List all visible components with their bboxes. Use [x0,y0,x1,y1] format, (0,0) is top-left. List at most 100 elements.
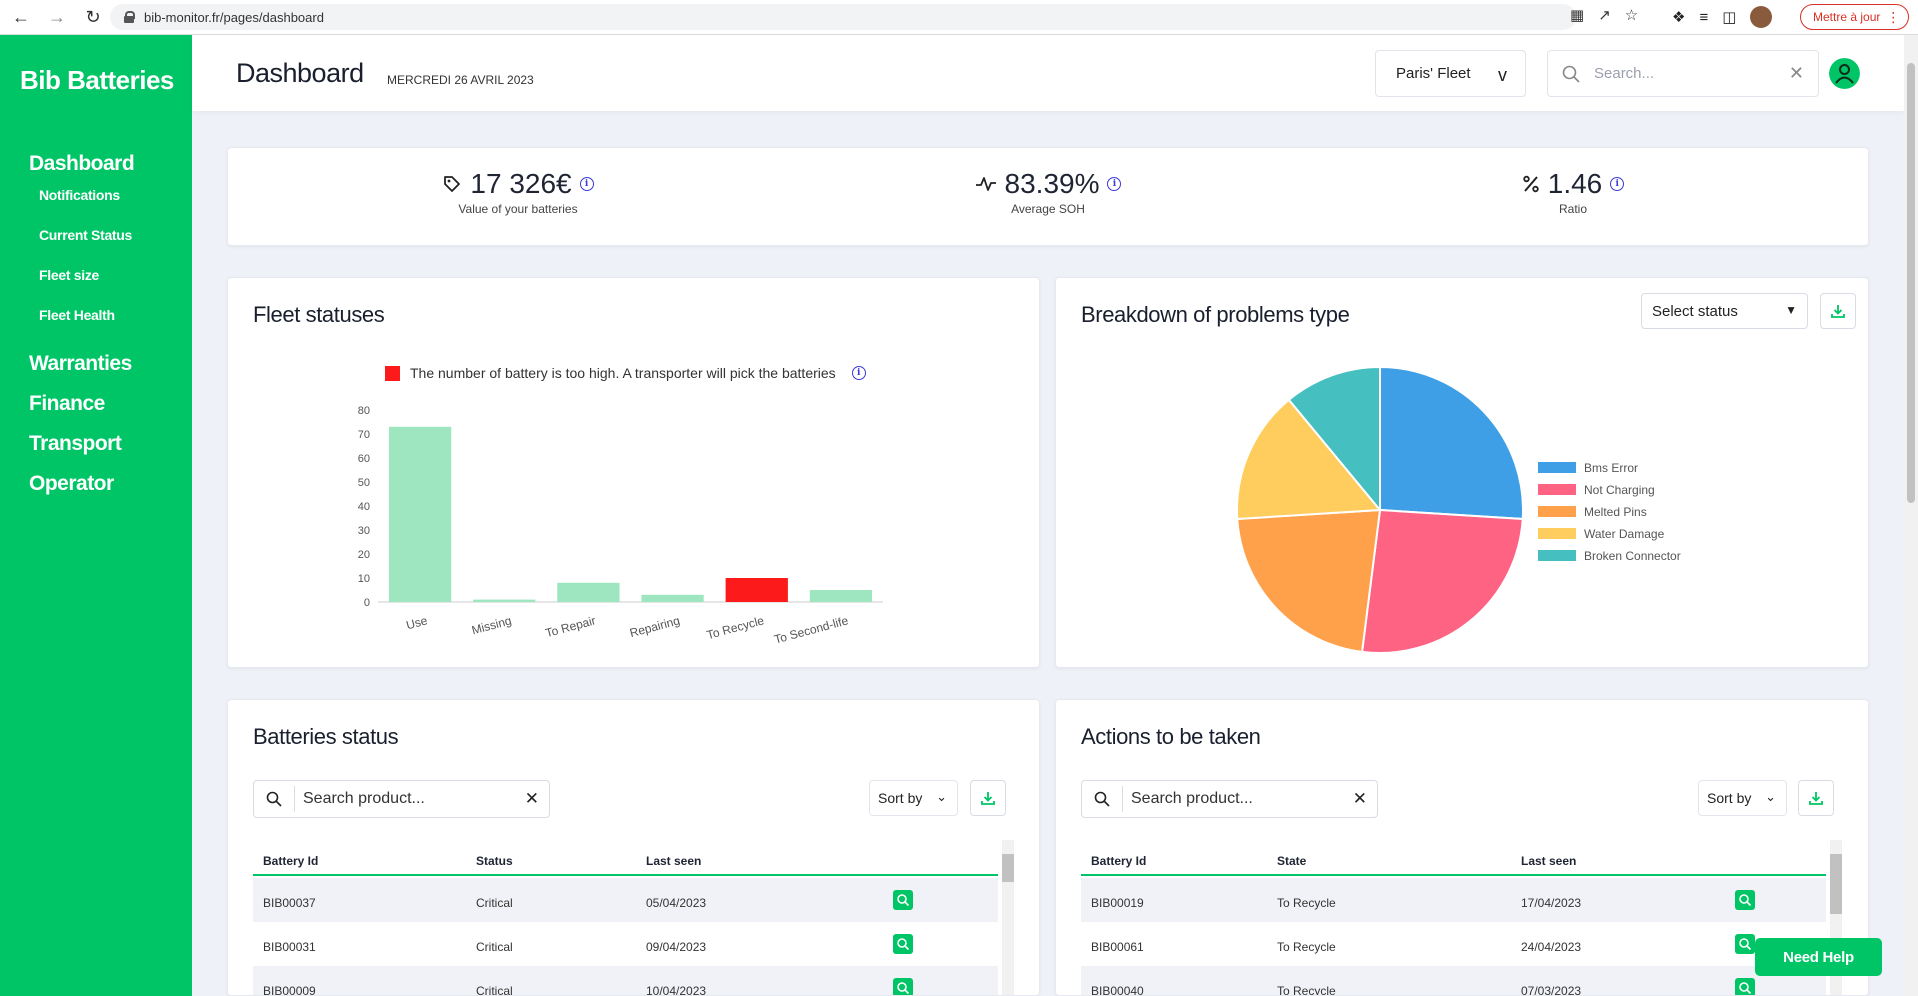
scrollbar-thumb[interactable] [1907,63,1915,503]
y-tick-label: 30 [358,525,370,537]
kpi-card: 17 326€ i Value of your batteries 83.39%… [227,147,1869,246]
y-tick-label: 50 [358,477,370,489]
tag-icon [444,176,461,192]
global-search-input[interactable]: Search... ✕ [1547,50,1819,97]
info-icon[interactable]: i [1610,177,1625,191]
sidebar-item-finance[interactable]: Finance [29,392,105,415]
sidebar-item-dashboard[interactable]: Dashboard [29,152,135,175]
x-tick-label: To Second-life [773,613,850,646]
table-row: BIB00031 Critical 09/04/2023 [253,922,998,966]
batteries-search-input[interactable]: Search product... ✕ [253,780,550,818]
kebab-menu-icon[interactable]: ⋮ [1886,9,1901,25]
sidebar-item-transport[interactable]: Transport [29,432,122,455]
legend-swatch [385,365,400,381]
view-details-button[interactable] [893,978,913,995]
problems-breakdown-title: Breakdown of problems type [1081,302,1350,327]
x-tick-label: To Recycle [705,613,766,642]
x-tick-label: Missing [470,613,513,637]
info-icon[interactable]: i [851,366,866,380]
bookmark-star-icon[interactable]: ☆ [1624,7,1639,24]
address-bar[interactable]: bib-monitor.fr/pages/dashboard [110,4,1576,30]
legend-swatch [1538,462,1576,473]
profile-avatar[interactable] [1750,6,1773,28]
view-details-button[interactable] [1735,978,1755,995]
legend-swatch [1538,506,1576,517]
table-row: BIB00061 To Recycle 24/04/2023 [1081,922,1826,966]
info-icon[interactable]: i [1107,177,1122,191]
need-help-button[interactable]: Need Help [1755,938,1882,976]
download-button[interactable] [1798,780,1834,816]
fleet-select[interactable]: Paris' Fleet v [1375,50,1526,97]
search-icon [897,894,910,907]
scrollbar-thumb[interactable] [1002,854,1014,882]
sidebar-item-warranties[interactable]: Warranties [29,352,132,375]
legend-swatch [1538,550,1576,561]
chevron-down-icon: v [1498,65,1507,85]
side-panel-icon[interactable]: ◫ [1722,9,1737,26]
reading-list-icon[interactable]: ≡ [1699,8,1709,26]
pie-slice [1287,365,1381,513]
bar [388,426,452,602]
sidebar-item-operator[interactable]: Operator [29,472,114,495]
update-chrome-button[interactable]: Mettre à jour ⋮ [1800,4,1910,30]
y-tick-label: 80 [358,405,370,417]
chevron-down-icon: ▼ [1785,303,1797,317]
x-tick-label: Repairing [628,613,681,640]
status-select[interactable]: Select status ▼ [1641,293,1808,329]
problems-pie-chart: Bms Error Not Charging Melted Pins Water Da… [1236,365,1681,654]
sidebar-subitem-current-status[interactable]: Current Status [39,227,133,243]
clear-search-icon[interactable]: ✕ [524,789,539,808]
download-button[interactable] [970,780,1006,816]
sidebar-subitem-fleet-size[interactable]: Fleet size [39,267,100,283]
problems-breakdown-card: Breakdown of problems type Select status… [1055,277,1869,668]
back-arrow-icon[interactable]: ← [12,6,30,27]
extensions-puzzle-icon[interactable]: ❖ [1672,9,1686,26]
table-row: BIB00019 To Recycle 17/04/2023 [1081,878,1826,922]
search-icon [266,791,282,807]
clear-search-icon[interactable]: ✕ [1352,789,1367,808]
lock-icon [124,11,135,23]
browser-toolbar: ← → ↻ bib-monitor.fr/pages/dashboard ▦ ↗… [0,0,1918,35]
scrollbar-thumb[interactable] [1830,854,1842,914]
legend-label: Broken Connector [1584,549,1681,563]
bar [641,594,704,602]
view-details-button[interactable] [1735,890,1755,910]
user-avatar-icon[interactable] [1829,58,1860,89]
kpi-average-soh: 83.39% i Average SOH [938,168,1158,216]
pie-slice [1379,365,1524,521]
actions-card: Actions to be taken Search product... ✕ … [1055,699,1869,996]
table-row: BIB00037 Critical 05/04/2023 [253,878,998,922]
kpi-ratio: 1.46 i Ratio [1463,168,1683,216]
y-tick-label: 0 [364,597,370,609]
chevron-down-icon: ⌄ [1765,789,1776,804]
y-tick-label: 70 [358,429,370,441]
pie-slice [1360,508,1524,654]
download-button[interactable] [1820,293,1856,329]
view-details-button[interactable] [893,890,913,910]
clear-search-icon[interactable]: ✕ [1788,63,1804,83]
page-date: MERCREDI 26 AVRIL 2023 [387,73,534,87]
forward-arrow-icon[interactable]: → [48,6,66,27]
pulse-icon [975,177,996,191]
url-text: bib-monitor.fr/pages/dashboard [144,9,324,25]
view-details-button[interactable] [1735,934,1755,954]
batteries-status-card: Batteries status Search product... ✕ Sor… [227,699,1040,996]
sort-by-button[interactable]: Sort by ⌄ [1698,780,1787,816]
translate-icon[interactable]: ▦ [1570,7,1585,24]
page-scrollbar[interactable] [1904,35,1918,996]
table-scrollbar[interactable] [1002,840,1014,995]
brand-logo[interactable]: Bib Batteries [20,65,174,95]
legend-label: Melted Pins [1584,505,1647,519]
view-details-button[interactable] [893,934,913,954]
sidebar-subitem-notifications[interactable]: Notifications [39,187,120,203]
reload-icon[interactable]: ↻ [85,6,101,27]
y-tick-label: 10 [358,573,370,585]
x-tick-label: Use [405,613,430,632]
sidebar-subitem-fleet-health[interactable]: Fleet Health [39,307,115,323]
info-icon[interactable]: i [579,177,594,191]
sort-by-button[interactable]: Sort by ⌄ [869,780,958,816]
share-icon[interactable]: ↗ [1598,7,1611,24]
legend-label: Water Damage [1584,527,1665,541]
fleet-status-bar-chart: 0 10 20 30 40 50 60 70 80 Use Missing To Repair Repa… [358,405,883,647]
actions-search-input[interactable]: Search product... ✕ [1081,780,1378,818]
